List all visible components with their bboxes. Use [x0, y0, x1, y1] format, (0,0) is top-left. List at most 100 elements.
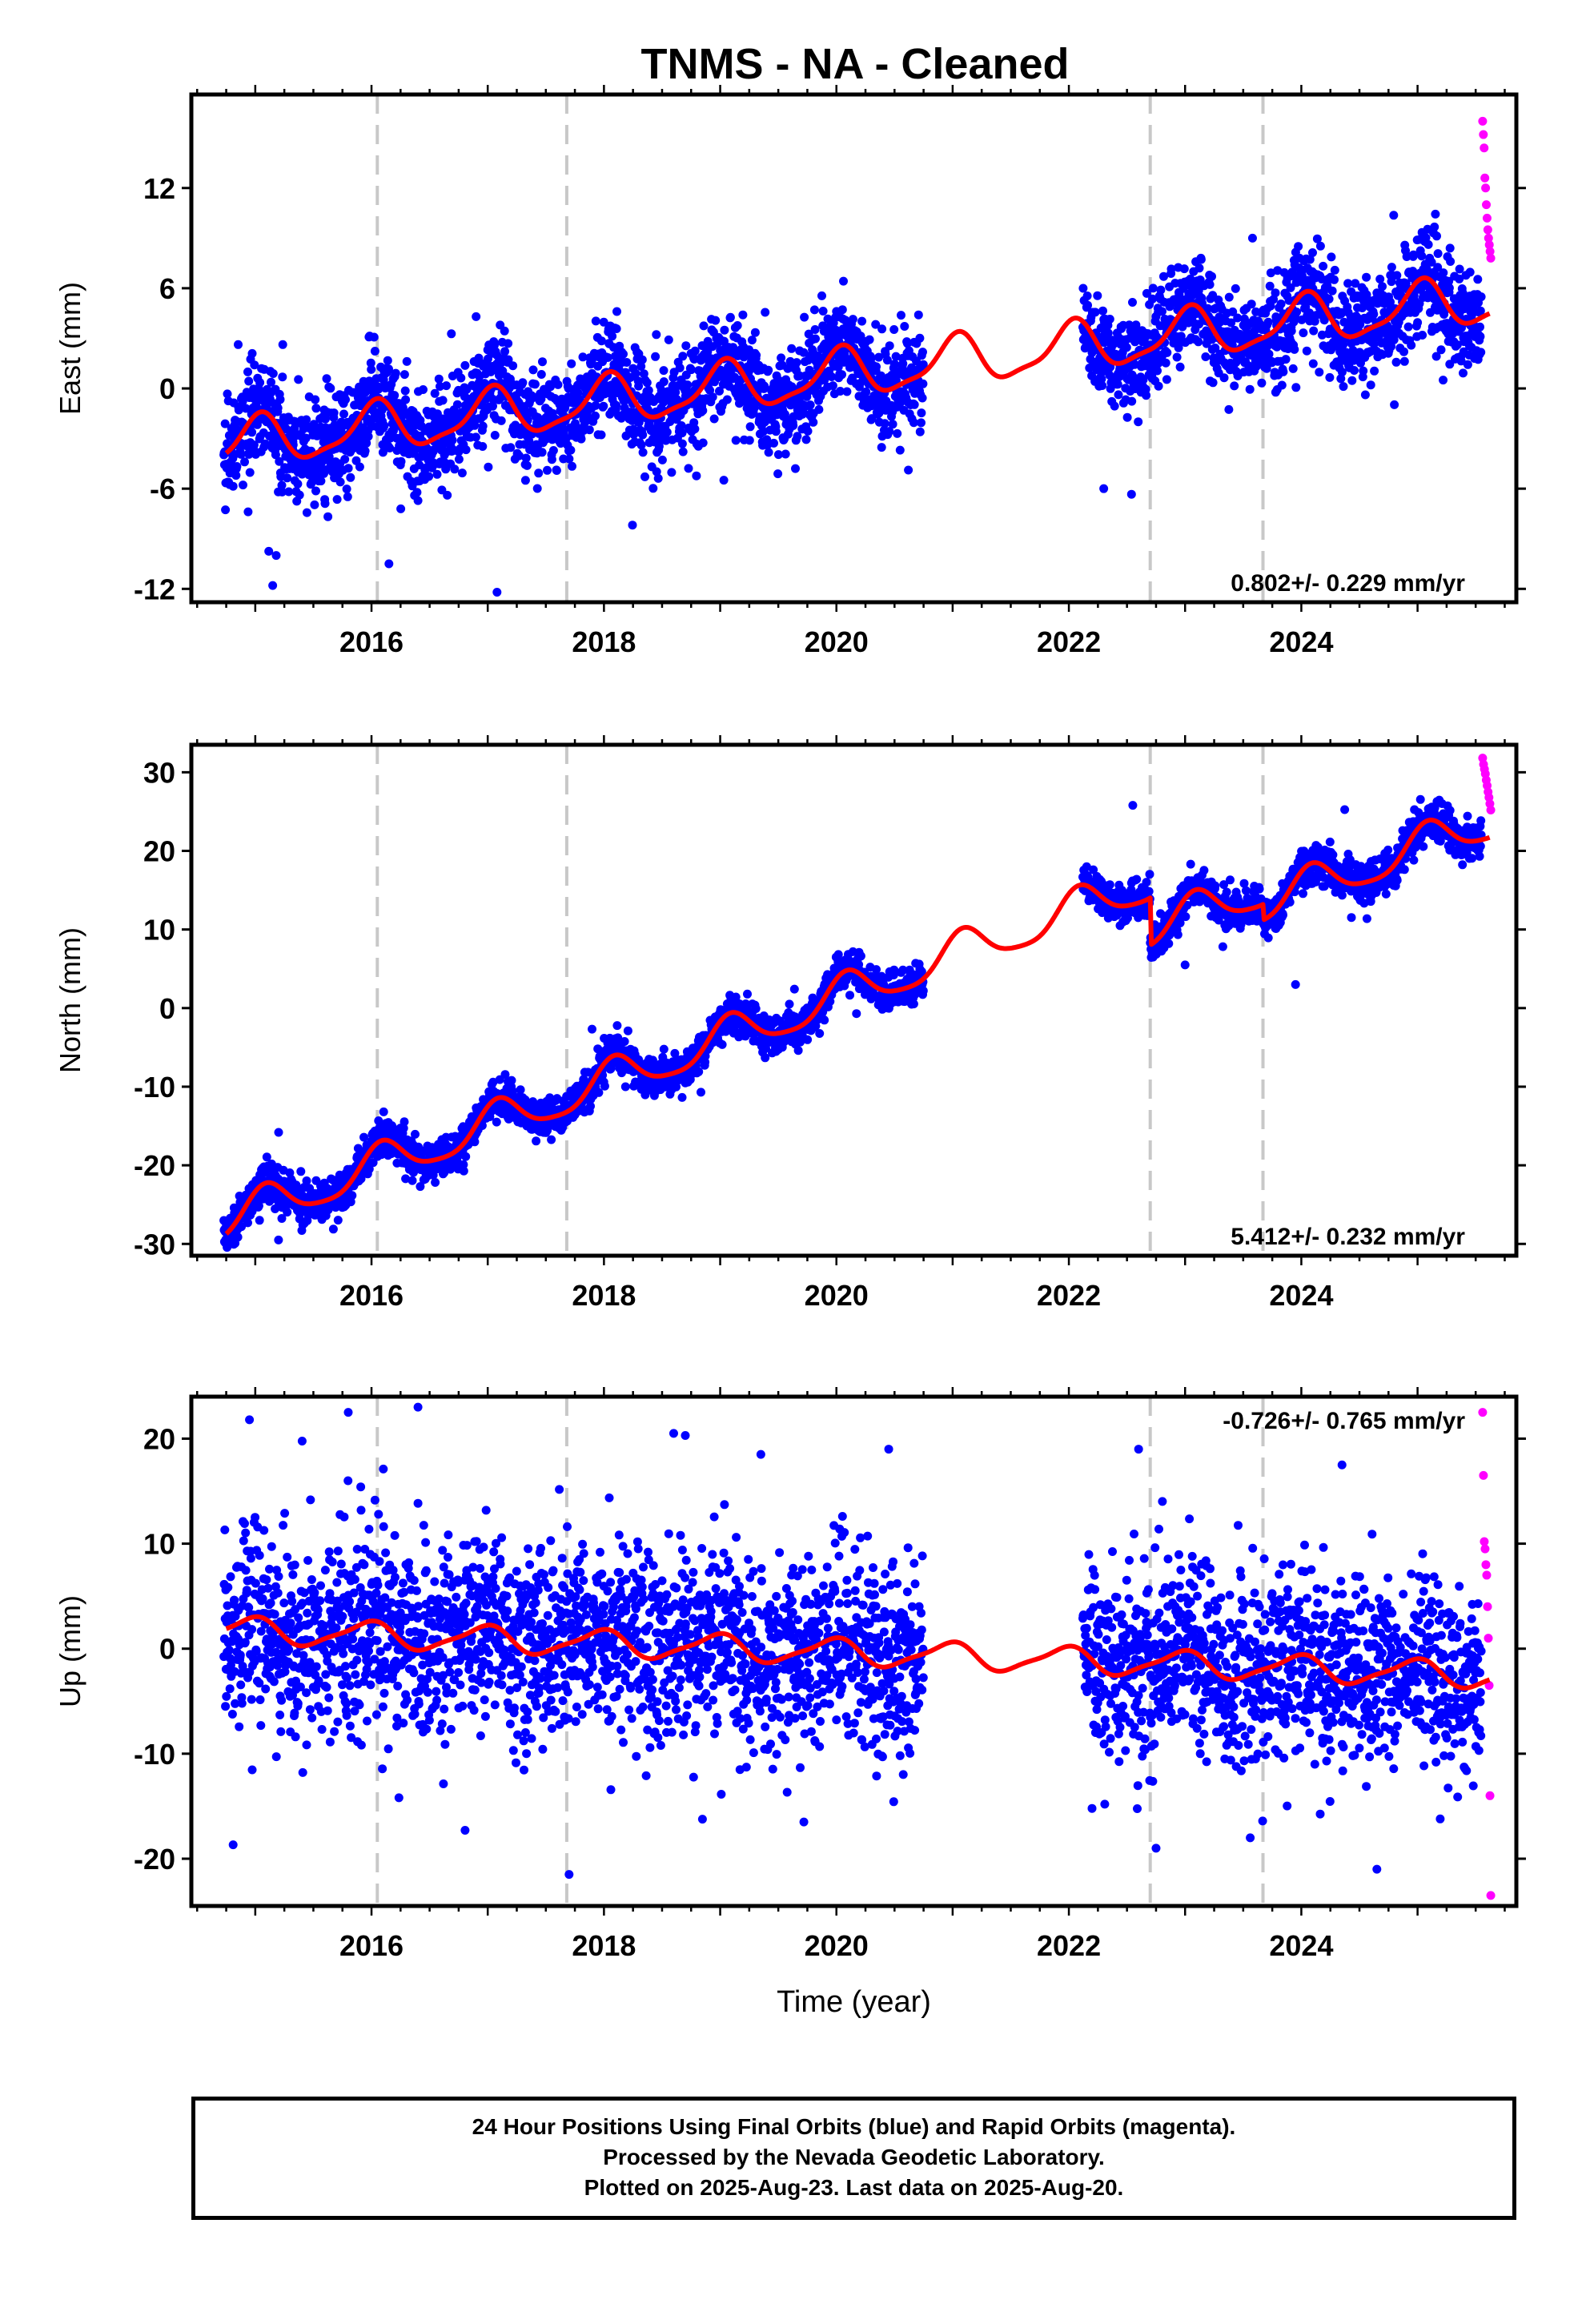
final-orbit-point [437, 485, 447, 495]
final-orbit-point [506, 443, 516, 452]
final-orbit-point [340, 455, 350, 464]
final-orbit-point [659, 366, 669, 376]
final-orbit-point [620, 1082, 630, 1092]
final-orbit-point [236, 449, 246, 459]
final-orbit-point [343, 492, 352, 501]
final-orbit-point [277, 487, 287, 497]
final-orbit-point [612, 400, 621, 410]
final-orbit-point [745, 436, 754, 445]
final-orbit-point [220, 419, 230, 428]
final-orbit-point [738, 310, 748, 320]
final-orbit-point [1273, 266, 1283, 275]
final-orbit-point [1417, 251, 1427, 261]
final-orbit-point [720, 325, 729, 335]
final-orbit-point [1208, 378, 1218, 388]
final-orbit-point [1445, 243, 1455, 253]
final-orbit-point [705, 385, 715, 395]
final-orbit-point [488, 401, 497, 411]
final-orbit-point [492, 587, 502, 597]
final-orbit-point [384, 364, 393, 374]
final-orbit-point [781, 449, 790, 459]
final-orbit-point [634, 418, 644, 427]
final-orbit-point [490, 340, 499, 350]
final-orbit-point [837, 370, 846, 380]
x-tick-label: 2024 [1269, 625, 1333, 658]
final-orbit-point [1324, 294, 1334, 304]
final-orbit-point [401, 395, 411, 404]
final-orbit-point [1330, 265, 1339, 275]
final-orbit-point [747, 336, 757, 345]
final-orbit-point [1083, 300, 1092, 310]
final-orbit-point [659, 1044, 669, 1054]
final-orbit-point [471, 432, 480, 442]
final-orbit-point [521, 453, 531, 463]
final-orbit-point [370, 347, 379, 356]
final-orbit-point [918, 348, 927, 357]
final-orbit-point [402, 356, 412, 366]
final-orbit-point [320, 499, 330, 509]
final-orbit-point [638, 430, 648, 440]
final-orbit-point [662, 428, 672, 437]
final-orbit-point [885, 341, 894, 351]
final-orbit-point [1366, 380, 1375, 390]
final-orbit-point [1159, 271, 1168, 281]
final-orbit-point [1430, 222, 1439, 231]
rapid-orbit-point [1478, 116, 1488, 126]
final-orbit-point [454, 455, 464, 464]
final-orbit-point [360, 446, 370, 456]
final-orbit-point [432, 469, 442, 479]
final-orbit-point [1262, 364, 1271, 373]
final-orbit-point [346, 472, 355, 482]
final-orbit-point [295, 490, 304, 500]
final-orbit-point [366, 358, 375, 368]
final-orbit-point [1211, 344, 1220, 352]
final-orbit-point [745, 422, 755, 432]
final-orbit-point [591, 411, 600, 420]
final-orbit-point [653, 473, 663, 483]
final-orbit-point [436, 382, 444, 391]
final-orbit-point [385, 444, 395, 452]
final-orbit-point [612, 1021, 622, 1031]
final-orbit-point [1176, 332, 1186, 341]
final-orbit-point [255, 1216, 264, 1225]
final-orbit-point [1330, 275, 1339, 284]
final-orbit-point [273, 403, 283, 412]
final-orbit-point [640, 472, 649, 481]
final-orbit-point [1308, 359, 1318, 368]
final-orbit-point [283, 1208, 292, 1217]
final-orbit-point [1224, 404, 1234, 414]
final-orbit-point [631, 368, 640, 378]
final-orbit-point [1290, 344, 1299, 354]
final-orbit-point [532, 1136, 541, 1146]
final-orbit-point [1375, 275, 1385, 283]
final-orbit-point [379, 421, 389, 430]
final-orbit-point [1207, 271, 1216, 281]
final-orbit-point [250, 360, 259, 370]
final-orbit-point [1090, 308, 1100, 317]
final-orbit-point [904, 465, 913, 475]
final-orbit-point [1287, 267, 1297, 277]
final-orbit-point [895, 445, 905, 455]
final-orbit-point [648, 484, 658, 493]
final-orbit-point [687, 365, 696, 375]
final-orbit-point [1337, 368, 1347, 377]
final-orbit-point [492, 351, 502, 360]
rapid-orbit-point [1481, 183, 1491, 193]
final-orbit-point [831, 325, 841, 335]
final-orbit-point [413, 496, 423, 505]
final-orbit-point [1196, 255, 1206, 264]
final-orbit-point [546, 382, 555, 392]
final-orbit-point [909, 418, 918, 428]
final-orbit-point [1315, 241, 1325, 251]
final-orbit-point [1343, 279, 1353, 288]
final-orbit-point [240, 457, 249, 467]
final-orbit-point [1219, 373, 1229, 383]
final-orbit-point [917, 418, 926, 428]
final-orbit-point [302, 1176, 311, 1185]
final-orbit-point [793, 432, 802, 441]
final-orbit-point [537, 448, 547, 457]
final-orbit-point [470, 420, 480, 430]
final-orbit-point [391, 368, 400, 378]
final-orbit-point [492, 1117, 501, 1127]
